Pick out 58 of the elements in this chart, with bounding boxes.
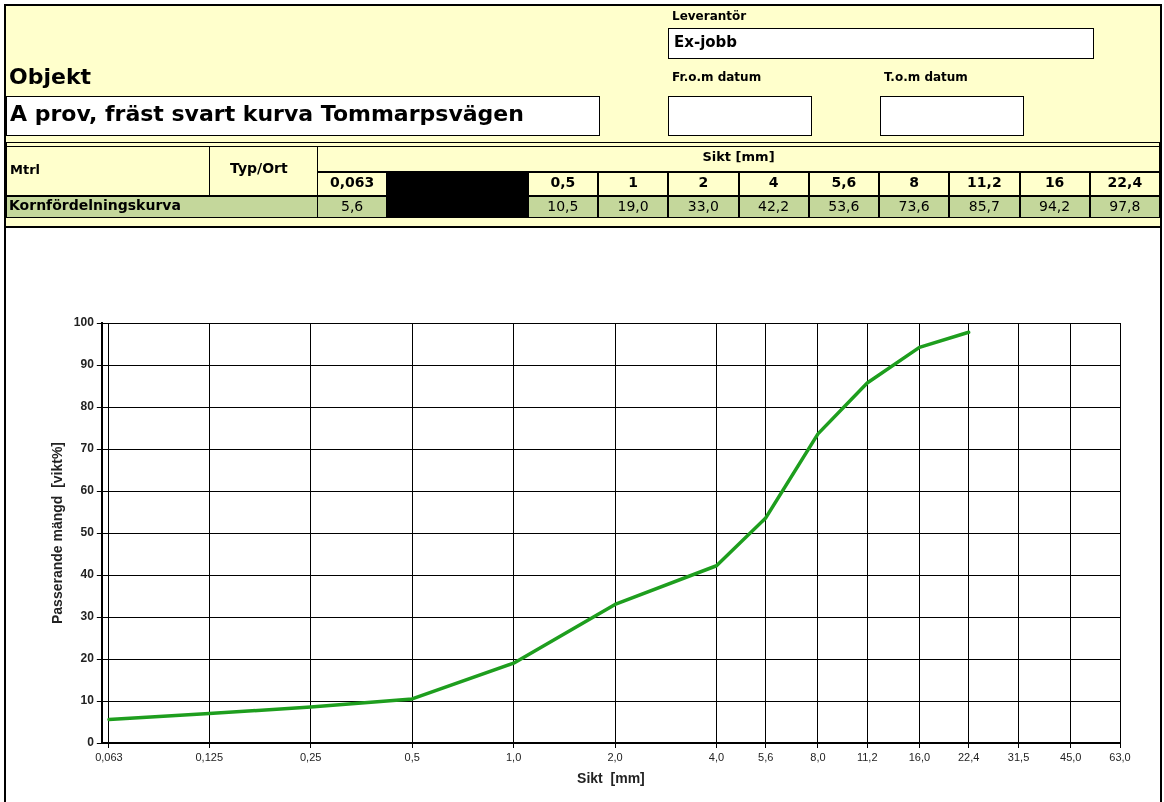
text: 10,5 [527,196,598,218]
x-tick-label: 0,5 [404,750,420,763]
text: Mtrl [10,162,41,177]
x-tick-label: 5,6 [758,750,774,763]
text: 16 [1019,172,1090,196]
y-tick-label: 50 [80,525,95,540]
text: 5,6 [317,196,388,218]
text: T.o.m datum [884,70,968,84]
y-tick-label: 10 [80,693,95,708]
text: 8 [879,172,950,196]
text: 11,2 [949,172,1020,196]
text: 0,5 [527,172,598,196]
y-tick-label: 40 [80,567,95,582]
text: 0,063 [317,172,388,196]
x-tick-label: 63,0 [1109,750,1131,763]
x-tick-label: 4,0 [708,750,725,763]
text: 19,0 [598,196,669,218]
text: Typ/Ort [230,160,288,176]
x-tick-label: 11,2 [856,750,878,763]
x-tick-label: 31,5 [1007,750,1030,763]
text: 2 [668,172,739,196]
text: 22,4 [1089,172,1160,196]
x-tick-label: 0,063 [95,750,123,763]
text: 97,8 [1089,196,1160,218]
x-tick-label: 8,0 [810,750,826,763]
text: 85,7 [949,196,1020,218]
text: Objekt [9,64,92,89]
y-tick-label: 60 [80,483,95,498]
text: 53,6 [808,196,879,218]
x-tick-label: 0,125 [195,750,224,763]
text: 42,2 [738,196,809,218]
text: 33,0 [668,196,739,218]
text: 73,6 [879,196,950,218]
y-tick-label: 100 [73,315,95,330]
text: Sikt [mm] [701,149,776,164]
x-tick-label: 22,4 [957,750,980,763]
text: Fr.o.m datum [672,70,762,84]
text: 4 [738,172,809,196]
text: Leverantör [672,9,747,23]
x-tick-label: 0,25 [299,750,322,763]
x-axis-title: Sikt [mm] [577,770,645,787]
y-tick-label: 90 [80,357,95,372]
text: Kornfördelningskurva [9,197,181,213]
x-tick-label: 2,0 [607,750,623,763]
y-tick-label: 20 [80,651,95,666]
y-axis-title: Passerande mängd [vikt%] [49,441,66,625]
chart-title: A prov, fräst svart kurva Tommarpsvägen [10,101,524,126]
text: Ex-jobb [674,33,738,51]
x-tick-label: 1,0 [505,750,522,763]
y-tick-label: 30 [80,609,95,624]
text: 94,2 [1019,196,1090,218]
y-tick-label: 0 [87,735,95,750]
x-tick-label: 45,0 [1060,750,1082,763]
y-tick-label: 80 [80,399,95,414]
text: 1 [598,172,669,196]
y-tick-label: 70 [80,441,95,456]
x-tick-label: 16,0 [908,750,931,763]
text: 5,6 [808,172,879,196]
